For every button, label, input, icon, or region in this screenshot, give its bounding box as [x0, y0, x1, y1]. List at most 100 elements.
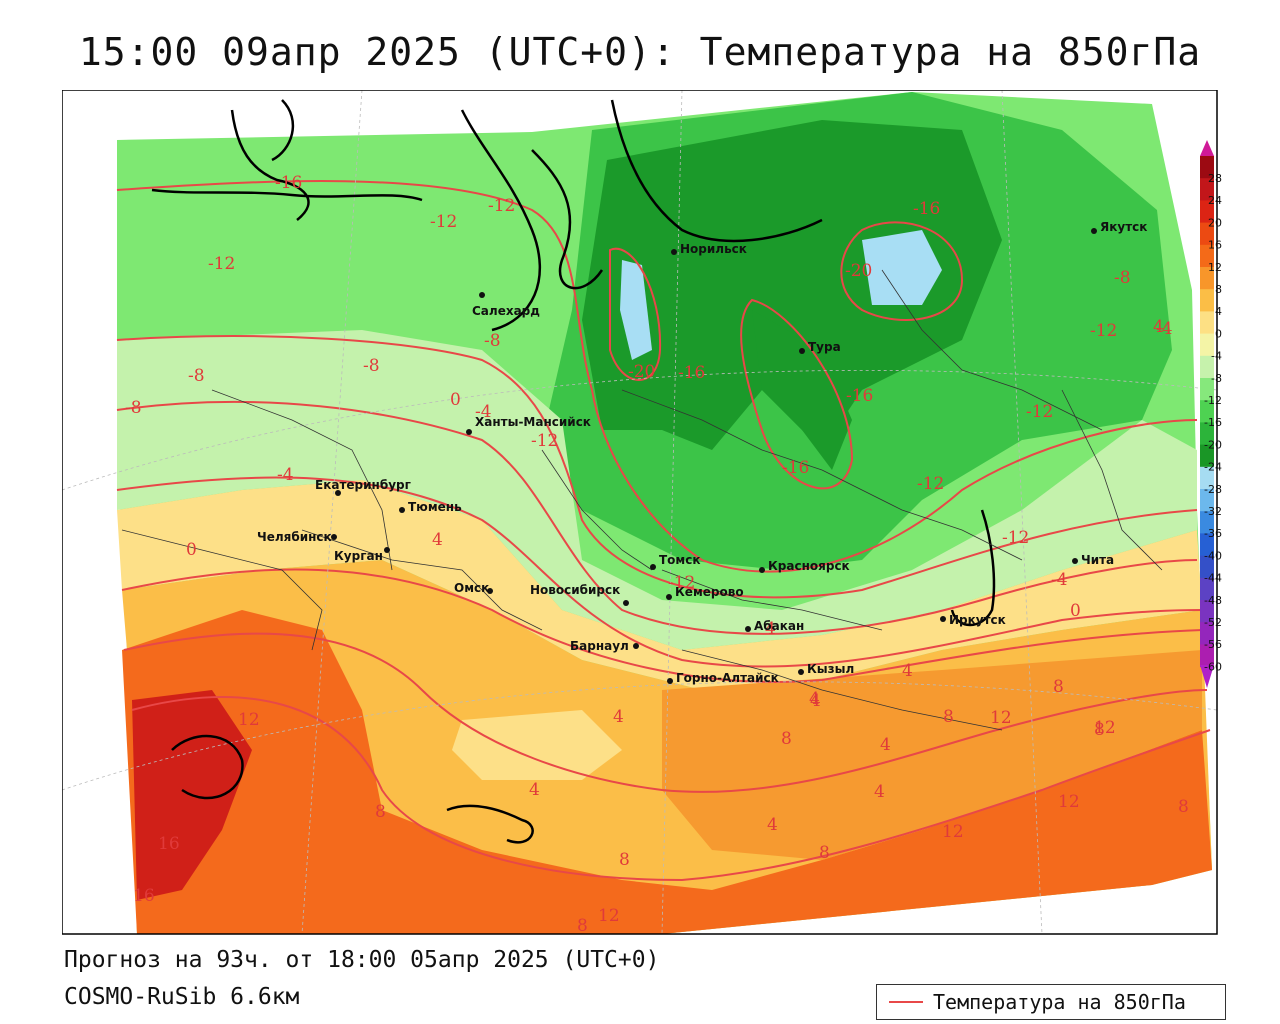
- city-krasnoyarsk: Красноярск: [759, 559, 850, 573]
- isotherm-label: -8: [125, 398, 142, 418]
- colorbar-cell: [1200, 200, 1214, 224]
- graticule: [62, 90, 1217, 934]
- isotherm-label: 16: [158, 834, 180, 854]
- svg-text:Тюмень: Тюмень: [408, 500, 462, 514]
- isotherm-label: 4: [809, 689, 820, 709]
- svg-text:Кызыл: Кызыл: [807, 662, 854, 676]
- svg-text:Салехард: Салехард: [472, 304, 540, 318]
- colorbar-cell: [1200, 267, 1214, 290]
- city-tyumen: Тюмень: [399, 500, 462, 514]
- city-kurgan: Курган: [334, 547, 390, 563]
- isotherm-label: -12: [531, 431, 558, 451]
- colorbar-top-arrow: [1200, 140, 1214, 156]
- colorbar-tick-label: -52: [1204, 616, 1222, 629]
- isotherm-label: -12: [917, 474, 944, 494]
- isotherm-label: 8: [1178, 797, 1189, 817]
- colorbar-tick-label: -44: [1204, 572, 1222, 585]
- model-name: COSMO-RuSib 6.6км: [64, 984, 300, 1010]
- city-abakan: Абакан: [745, 619, 804, 633]
- isotherm-label: 4: [529, 780, 540, 800]
- colorbar-cell: [1200, 444, 1214, 468]
- colorbar-tick-label: -36: [1204, 527, 1222, 540]
- svg-text:Екатеринбург: Екатеринбург: [315, 478, 411, 492]
- svg-text:Челябинск: Челябинск: [257, 530, 332, 544]
- isotherm-label: 4: [765, 619, 776, 639]
- isotherm-label: -16: [782, 458, 809, 478]
- isotherm-label: 0: [186, 540, 197, 560]
- colorbar-cell: [1200, 466, 1214, 490]
- colorbar-bottom-arrow: [1200, 665, 1214, 688]
- colorbar-tick-label: 12: [1208, 261, 1222, 274]
- isotherm-label: -8: [1114, 268, 1131, 288]
- isotherm-label: 12: [598, 906, 620, 926]
- city-yekaterinburg: Екатеринбург: [315, 478, 411, 496]
- isotherm-label: 12: [942, 822, 964, 842]
- isotherm-label: -4: [1156, 319, 1173, 339]
- isotherm-label: -16: [913, 199, 940, 219]
- city-barnaul: Барнаул: [570, 639, 639, 653]
- colorbar-cell: [1200, 400, 1214, 423]
- city-markers: Норильск Якутск Салехард Тура Ханты-Манс…: [257, 220, 1147, 685]
- isotherm-label: -12: [430, 212, 457, 232]
- isotherm-label: 4: [767, 815, 778, 835]
- city-tomsk: Томск: [650, 553, 701, 570]
- isotherm-label: 8: [375, 802, 386, 822]
- coastlines: [151, 99, 996, 844]
- colorbar-cell: [1200, 178, 1214, 201]
- colorbar-tick-label: 20: [1208, 216, 1222, 229]
- isotherm-lines: [116, 180, 1211, 882]
- isotherm-label: -4: [1051, 570, 1068, 590]
- svg-text:Норильск: Норильск: [680, 242, 747, 256]
- colorbar-tick-label: -4: [1211, 350, 1222, 363]
- colorbar-tick-label: -40: [1204, 549, 1222, 562]
- svg-text:Новосибирск: Новосибирск: [530, 583, 620, 597]
- colorbar-cell: [1200, 644, 1214, 668]
- colorbar-tick-label: 16: [1208, 239, 1222, 252]
- colorbar-tick-label: -8: [1211, 372, 1222, 385]
- colorbar-tick-label: 28: [1208, 172, 1222, 185]
- isotherm-label: -20: [845, 261, 872, 281]
- colorbar-cell: [1200, 311, 1214, 335]
- city-yakutsk: Якутск: [1091, 220, 1147, 234]
- svg-text:Абакан: Абакан: [754, 619, 804, 633]
- svg-text:Кемерово: Кемерово: [675, 585, 744, 599]
- isotherm-label: 4: [874, 782, 885, 802]
- colorbar-cell: [1200, 289, 1214, 312]
- isotherm-label: -12: [208, 254, 235, 274]
- legend-line-swatch: [889, 1001, 923, 1003]
- colorbar-cell: [1200, 333, 1214, 357]
- isotherm-label: 8: [819, 843, 830, 863]
- svg-text:Барнаул: Барнаул: [570, 639, 629, 653]
- isotherm-label: 0: [450, 390, 461, 410]
- isotherm-label: 4: [432, 530, 443, 550]
- isotherm-label: 16: [133, 886, 155, 906]
- svg-text:Курган: Курган: [334, 549, 383, 563]
- colorbar-tick-label: -16: [1204, 416, 1222, 429]
- city-tura: Тура: [799, 340, 841, 354]
- colorbar-tick-label: 24: [1208, 194, 1222, 207]
- colorbar: 28 24 20 16 12 8 4 0 -4 -8 -12 -16 -20 -24 -28 -32 -36 -4…: [1200, 140, 1222, 688]
- city-kemerovo: Кемерово: [666, 585, 744, 600]
- isotherm-label: -16: [275, 173, 302, 193]
- isotherm-label: 4: [810, 691, 821, 711]
- isotherm-label: 12: [1058, 792, 1080, 812]
- legend: Температура на 850гПа: [876, 984, 1226, 1020]
- isotherm-label: -12: [1090, 321, 1117, 341]
- map-frame: [62, 90, 1218, 935]
- map-title: 15:00 09апр 2025 (UTC+0): Температура на…: [78, 30, 1202, 74]
- isotherm-value-labels: -16 -12 -12 -16 -20 -12 -8 -8 -12 -8 -4 …: [125, 173, 1189, 934]
- isotherm-label: -8: [484, 331, 501, 351]
- isotherm-label: -16: [846, 386, 873, 406]
- colorbar-cell: [1200, 244, 1214, 268]
- svg-text:Якутск: Якутск: [1100, 220, 1147, 234]
- colorbar-cell: [1200, 489, 1214, 512]
- colorbar-tick-label: -32: [1204, 505, 1222, 518]
- colorbar-cell: [1200, 422, 1214, 446]
- city-omsk: Омск: [454, 581, 493, 595]
- colorbar-cell: [1200, 577, 1214, 601]
- colorbar-tick-label: -12: [1204, 394, 1222, 407]
- city-chelyabinsk: Челябинск: [257, 530, 337, 544]
- svg-text:Омск: Омск: [454, 581, 489, 595]
- city-salekhard: Салехард: [472, 292, 540, 318]
- colorbar-cell: [1200, 156, 1214, 179]
